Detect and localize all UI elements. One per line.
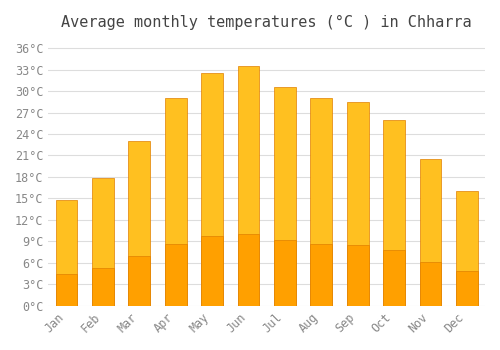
Bar xyxy=(56,274,78,306)
Bar xyxy=(346,245,368,306)
Bar xyxy=(456,191,477,306)
Bar xyxy=(274,88,296,306)
Bar xyxy=(238,66,260,306)
Bar xyxy=(92,268,114,306)
Title: Average monthly temperatures (°C ) in Chharra: Average monthly temperatures (°C ) in Ch… xyxy=(62,15,472,30)
Bar xyxy=(165,244,186,306)
Bar xyxy=(456,272,477,306)
Bar xyxy=(420,262,442,306)
Bar xyxy=(310,244,332,306)
Bar xyxy=(420,159,442,306)
Bar xyxy=(346,102,368,306)
Bar xyxy=(201,236,223,306)
Bar xyxy=(128,141,150,306)
Bar xyxy=(310,98,332,306)
Bar xyxy=(165,98,186,306)
Bar xyxy=(383,250,405,306)
Bar xyxy=(274,240,296,306)
Bar xyxy=(92,178,114,306)
Bar xyxy=(383,120,405,306)
Bar xyxy=(201,73,223,306)
Bar xyxy=(238,234,260,306)
Bar xyxy=(56,200,78,306)
Bar xyxy=(128,257,150,306)
